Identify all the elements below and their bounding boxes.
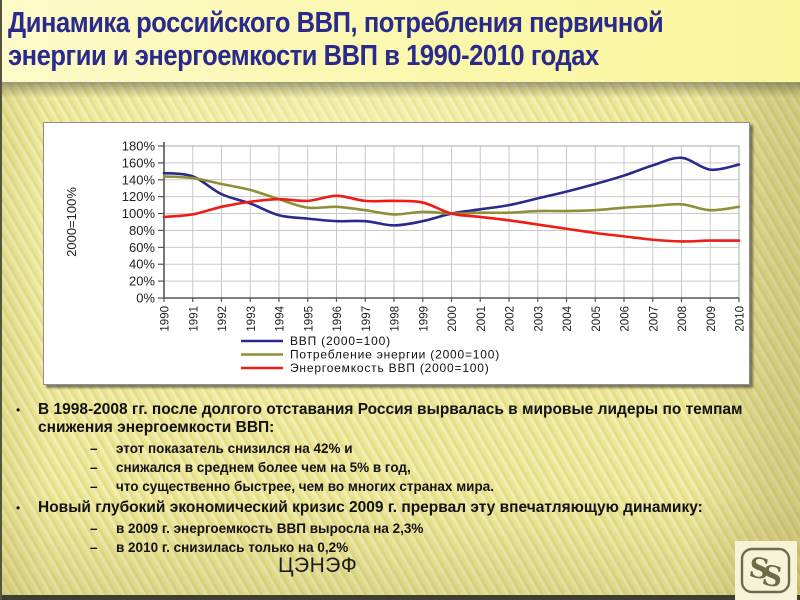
legend-label: Потребление энергии (2000=100): [290, 348, 500, 362]
sub-bullet-item: – в 2010 г. снизилась только на 0,2%: [90, 540, 776, 555]
svg-text:2008: 2008: [677, 306, 689, 332]
title-band: Динамика российского ВВП, потребления пе…: [0, 0, 800, 82]
svg-text:180%: 180%: [122, 139, 156, 154]
svg-text:2006: 2006: [620, 306, 632, 332]
svg-text:2009: 2009: [706, 306, 718, 332]
bullet-text: Новый глубокий экономический кризис 2009…: [38, 499, 703, 516]
svg-text:0%: 0%: [136, 291, 155, 306]
svg-text:2000=100%: 2000=100%: [64, 187, 79, 257]
bullet-marker: •: [16, 403, 21, 417]
svg-text:2001: 2001: [476, 306, 488, 332]
svg-text:1998: 1998: [390, 306, 402, 332]
bullet-item: • Новый глубокий экономический кризис 200…: [16, 499, 776, 517]
dash-marker: –: [90, 540, 98, 555]
sub-bullet-item: – этот показатель снизился на 42% и: [90, 441, 776, 456]
svg-text:60%: 60%: [129, 240, 155, 255]
svg-text:2010: 2010: [735, 306, 747, 332]
svg-text:1993: 1993: [246, 306, 258, 332]
svg-text:2004: 2004: [562, 305, 574, 331]
series-line: [162, 194, 741, 243]
svg-text:2000: 2000: [447, 306, 459, 332]
svg-text:1991: 1991: [188, 306, 200, 332]
gdp-energy-chart: 0% 20% 40% 60% 80% 100% 120% 140% 160%180% 2000=1…: [64, 139, 747, 376]
svg-text:S: S: [760, 559, 785, 594]
svg-text:1995: 1995: [303, 306, 315, 332]
svg-text:S: S: [747, 551, 772, 586]
bullet-marker: •: [16, 501, 21, 515]
cenef-logo: S S: [735, 541, 797, 600]
sub-bullet-item: – что существенно быстрее, чем во многих …: [90, 479, 776, 494]
svg-text:140%: 140%: [122, 172, 156, 187]
bullet-item: • В 1998-2008 гг. после долгого отставани…: [16, 401, 776, 437]
bottom-edge-strip: [0, 595, 800, 600]
bullet-text: что существенно быстрее, чем во многих с…: [116, 479, 494, 494]
svg-text:1994: 1994: [275, 305, 287, 331]
page-title-line1: Динамика российского ВВП, потребления пе…: [8, 7, 664, 39]
dash-marker: –: [90, 441, 98, 456]
bullet-list: • В 1998-2008 гг. после долгого отставани…: [16, 396, 776, 555]
svg-text:1999: 1999: [418, 306, 430, 332]
svg-text:2003: 2003: [533, 306, 545, 332]
svg-text:1996: 1996: [332, 306, 344, 332]
svg-text:2005: 2005: [591, 306, 603, 332]
svg-text:2007: 2007: [648, 306, 660, 332]
logo-ss-icon: S S: [740, 547, 791, 594]
page-title-line2: энергии и энергоемкости ВВП в 1990-2010 …: [8, 40, 599, 72]
svg-text:160%: 160%: [122, 155, 156, 170]
dash-marker: –: [90, 521, 98, 536]
bullet-text: этот показатель снизился на 42% и: [116, 441, 353, 456]
svg-text:40%: 40%: [129, 257, 155, 272]
svg-text:2002: 2002: [505, 306, 517, 332]
svg-text:80%: 80%: [129, 223, 155, 238]
sub-bullet-item: – снижался в среднем более чем на 5% в го…: [90, 460, 776, 475]
legend-label: Энергоемкость ВВП (2000=100): [290, 361, 490, 375]
bullet-text: в 2009 г. энергоемкость ВВП выросла на 2…: [116, 521, 424, 536]
svg-text:1997: 1997: [361, 306, 373, 332]
footer-org: ЦЭНЭФ: [278, 554, 358, 577]
svg-text:120%: 120%: [122, 189, 156, 204]
svg-text:1992: 1992: [217, 306, 229, 332]
bullet-text: в 2010 г. снизилась только на 0,2%: [116, 540, 349, 555]
chart-card: 0% 20% 40% 60% 80% 100% 120% 140% 160% 180% 2000=1…: [43, 122, 750, 385]
legend-label: ВВП (2000=100): [290, 334, 391, 348]
sub-bullet-item: – в 2009 г. энергоемкость ВВП выросла на …: [90, 521, 776, 536]
svg-text:1990: 1990: [160, 306, 172, 332]
dash-marker: –: [90, 460, 98, 475]
bullet-text: снижался в среднем более чем на 5% в год…: [116, 460, 411, 475]
svg-text:20%: 20%: [129, 274, 155, 289]
dash-marker: –: [90, 479, 98, 494]
title-shadow-band: [0, 82, 800, 98]
left-edge-strip: [0, 0, 2, 600]
svg-text:100%: 100%: [122, 206, 156, 221]
bullet-text: В 1998-2008 гг. после долгого отставания…: [38, 401, 743, 436]
